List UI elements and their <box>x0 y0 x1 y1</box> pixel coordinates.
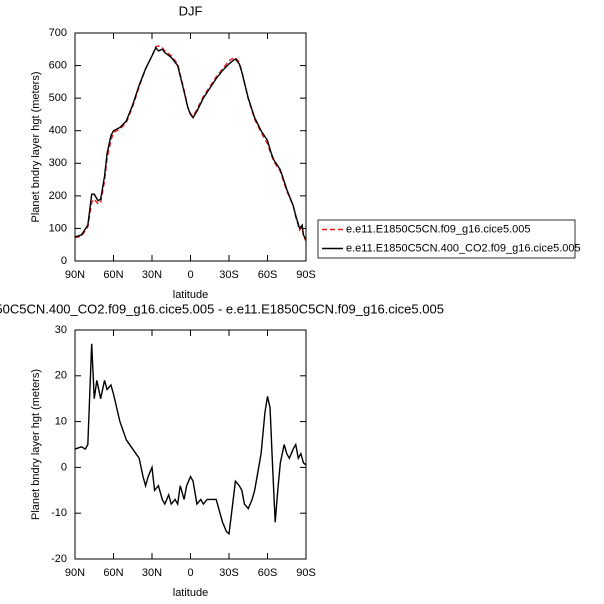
y-tick-label: 10 <box>55 416 67 428</box>
x-tick-label: 30S <box>219 567 239 579</box>
data-line <box>74 343 307 536</box>
y-tick-label: 100 <box>49 222 67 234</box>
x-axis-label: latitude <box>173 289 208 301</box>
chart-title: DJF <box>179 3 203 18</box>
chart-title: e.e11.E1850C5CN.400_CO2.f09_g16.cice5.00… <box>0 301 444 316</box>
y-tick-label: 500 <box>49 92 67 104</box>
y-tick-label: 400 <box>49 125 67 137</box>
legend-label: e.e11.E1850C5CN.400_CO2.f09_g16.cice5.00… <box>346 242 581 254</box>
x-tick-label: 30S <box>219 269 239 281</box>
plot-frame <box>74 32 307 262</box>
y-axis-label: Planet bndry layer hgt (meters) <box>30 71 42 222</box>
x-tick-label: 90S <box>296 269 316 281</box>
y-tick-label: 0 <box>61 255 67 267</box>
x-axis-label: latitude <box>173 587 208 599</box>
x-tick-label: 0 <box>187 567 193 579</box>
y-tick-label: 600 <box>49 59 67 71</box>
y-tick-label: 20 <box>55 370 67 382</box>
x-tick-label: 60N <box>103 567 123 579</box>
x-tick-label: 90N <box>65 269 85 281</box>
x-tick-label: 90N <box>65 567 85 579</box>
y-tick-label: 200 <box>49 190 67 202</box>
y-tick-label: 300 <box>49 157 67 169</box>
y-axis-label: Planet bndry layer hgt (meters) <box>30 369 42 520</box>
y-tick-label: 0 <box>61 461 67 473</box>
x-tick-label: 60S <box>258 269 278 281</box>
x-tick-label: 0 <box>187 269 193 281</box>
plot-frame <box>74 329 307 560</box>
y-tick-label: -10 <box>51 507 67 519</box>
y-tick-label: 30 <box>55 324 67 336</box>
legend-box <box>317 219 576 259</box>
x-tick-label: 30N <box>142 567 162 579</box>
x-tick-label: 30N <box>142 269 162 281</box>
y-tick-label: 700 <box>49 27 67 39</box>
data-line <box>74 46 307 241</box>
x-tick-label: 60S <box>258 567 278 579</box>
x-tick-label: 90S <box>296 567 316 579</box>
legend-label: e.e11.E1850C5CN.f09_g16.cice5.005 <box>346 223 531 235</box>
x-tick-label: 60N <box>103 269 123 281</box>
y-tick-label: -20 <box>51 553 67 565</box>
